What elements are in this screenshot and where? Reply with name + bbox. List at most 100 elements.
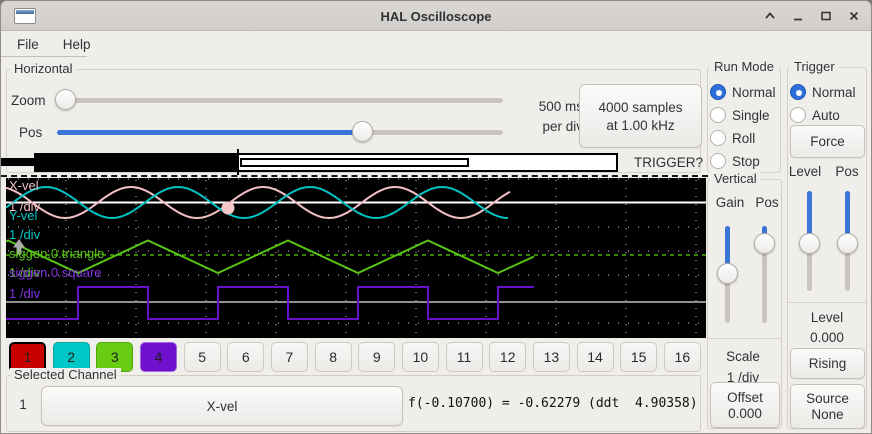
scope-channel-label: 1 /div bbox=[9, 286, 41, 301]
radio-icon[interactable] bbox=[790, 84, 806, 100]
radio-label: Roll bbox=[732, 130, 756, 146]
channel-button-12[interactable]: 12 bbox=[489, 342, 527, 372]
horizontal-frame-label: Horizontal bbox=[10, 62, 77, 76]
trace-Y-vel bbox=[6, 186, 509, 219]
radio-icon[interactable] bbox=[710, 84, 726, 100]
channel-button-7[interactable]: 7 bbox=[270, 342, 308, 372]
scope-top-dashed-line bbox=[1, 175, 708, 177]
trace-siggen.0.square bbox=[6, 286, 534, 320]
vertical-frame-label: Vertical bbox=[710, 172, 761, 186]
trigger-edge-label: Rising bbox=[808, 356, 847, 371]
menu-item-file[interactable]: File bbox=[17, 36, 39, 52]
menubar-underline bbox=[1, 56, 87, 57]
pos-slider-fill bbox=[57, 130, 363, 135]
radio-label: Stop bbox=[732, 153, 760, 169]
channel-button-16[interactable]: 16 bbox=[663, 342, 701, 372]
trigger-source-caption: Source bbox=[806, 391, 849, 406]
channel-source-label: X-vel bbox=[206, 398, 238, 414]
channel-button-6[interactable]: 6 bbox=[227, 342, 265, 372]
trigger-mode-options: Normal Auto bbox=[790, 84, 856, 130]
scope-channel-label: X-vel bbox=[9, 178, 39, 193]
samples-rate-button[interactable]: 4000 samples at 1.00 kHz bbox=[579, 84, 702, 148]
sample-marker-dot bbox=[221, 201, 235, 215]
trigger-level-value: 0.000 bbox=[810, 330, 844, 345]
trace-siggen.0.triangle bbox=[6, 239, 535, 275]
run-mode-option-single[interactable]: Single bbox=[710, 107, 776, 123]
channel-button-8[interactable]: 8 bbox=[314, 342, 352, 372]
record-progress-fill bbox=[36, 155, 238, 170]
window-controls bbox=[761, 1, 863, 31]
rate-line: at 1.00 kHz bbox=[606, 117, 675, 133]
trigger-pos-slider-fill bbox=[845, 191, 850, 244]
trigger-pos-slider-label: Pos bbox=[835, 164, 859, 179]
vertical-pos-slider-track[interactable] bbox=[762, 226, 767, 323]
trigger-status-label: TRIGGER? bbox=[633, 155, 703, 170]
run-mode-frame-label: Run Mode bbox=[710, 60, 778, 74]
zoom-slider-track[interactable] bbox=[57, 98, 503, 103]
channel-button-11[interactable]: 11 bbox=[445, 342, 483, 372]
scope-channel-label: 1 /div bbox=[9, 265, 41, 280]
menubar: File Help bbox=[1, 31, 871, 57]
force-trigger-button[interactable]: Force bbox=[790, 125, 865, 158]
scope-channel-label: Y-vel bbox=[9, 208, 38, 223]
minimize-icon[interactable] bbox=[789, 7, 807, 25]
titlebar[interactable]: HAL Oscilloscope bbox=[1, 1, 871, 31]
trigger-level-slider-thumb[interactable] bbox=[799, 233, 820, 254]
maximize-icon[interactable] bbox=[817, 7, 835, 25]
channel-button-9[interactable]: 9 bbox=[358, 342, 396, 372]
channel-source-button[interactable]: X-vel bbox=[41, 386, 403, 426]
shade-icon[interactable] bbox=[761, 7, 779, 25]
radio-icon[interactable] bbox=[710, 130, 726, 146]
vertical-pos-slider-label: Pos bbox=[755, 195, 779, 210]
radio-label: Single bbox=[732, 107, 770, 123]
scale-caption: Scale bbox=[726, 349, 760, 364]
channel-button-2[interactable]: 2 bbox=[52, 342, 90, 372]
trigger-mode-option-auto[interactable]: Auto bbox=[790, 107, 856, 123]
run-mode-option-stop[interactable]: Stop bbox=[710, 153, 776, 169]
run-mode-option-roll[interactable]: Roll bbox=[710, 130, 776, 146]
gain-slider-fill bbox=[725, 226, 730, 274]
trigger-mode-option-normal[interactable]: Normal bbox=[790, 84, 856, 100]
trigger-edge-button[interactable]: Rising bbox=[790, 348, 865, 379]
trigger-frame-label: Trigger bbox=[790, 60, 839, 74]
pos-slider-thumb[interactable] bbox=[352, 121, 373, 142]
channel-button-13[interactable]: 13 bbox=[532, 342, 570, 372]
channel-button-10[interactable]: 10 bbox=[401, 342, 439, 372]
trigger-level-slider-fill bbox=[807, 191, 812, 244]
scope-channel-label: 1 /div bbox=[9, 199, 41, 214]
scope-channel-label: siggen.0.square bbox=[9, 265, 102, 280]
close-icon[interactable] bbox=[845, 7, 863, 25]
trigger-source-button[interactable]: Source None bbox=[790, 384, 865, 429]
radio-icon[interactable] bbox=[790, 107, 806, 123]
gain-slider-thumb[interactable] bbox=[717, 263, 738, 284]
offset-button[interactable]: Offset 0.000 bbox=[710, 382, 780, 428]
menu-item-help[interactable]: Help bbox=[62, 36, 91, 52]
window-icon bbox=[14, 8, 36, 24]
time-per-div-value: 500 ms bbox=[538, 99, 583, 114]
scale-value: 1 /div bbox=[726, 370, 760, 385]
run-mode-options: Normal Single Roll Stop bbox=[710, 84, 776, 176]
channel-button-5[interactable]: 5 bbox=[183, 342, 221, 372]
channel-button-4[interactable]: 4 bbox=[139, 342, 177, 372]
trigger-level-slider-label: Level bbox=[788, 164, 822, 179]
trigger-source-value: None bbox=[811, 407, 844, 422]
force-trigger-label: Force bbox=[810, 134, 845, 149]
vertical-pos-slider-thumb[interactable] bbox=[754, 233, 775, 254]
radio-icon[interactable] bbox=[710, 153, 726, 169]
zoom-slider-thumb[interactable] bbox=[55, 89, 76, 110]
scope-channel-label: 1 /div bbox=[9, 227, 41, 242]
channel-button-14[interactable]: 14 bbox=[576, 342, 614, 372]
samples-line: 4000 samples bbox=[598, 99, 683, 115]
selected-channel-frame-label: Selected Channel bbox=[10, 368, 121, 382]
radio-label: Normal bbox=[812, 84, 856, 100]
radio-icon[interactable] bbox=[710, 107, 726, 123]
trigger-level-caption: Level bbox=[810, 310, 844, 325]
record-progress-stub bbox=[1, 158, 35, 166]
time-per-div-unit: per div bbox=[542, 119, 583, 134]
trigger-pos-slider-thumb[interactable] bbox=[837, 233, 858, 254]
channel-button-15[interactable]: 15 bbox=[620, 342, 658, 372]
selected-channel-frame bbox=[6, 375, 701, 432]
run-mode-option-normal[interactable]: Normal bbox=[710, 84, 776, 100]
